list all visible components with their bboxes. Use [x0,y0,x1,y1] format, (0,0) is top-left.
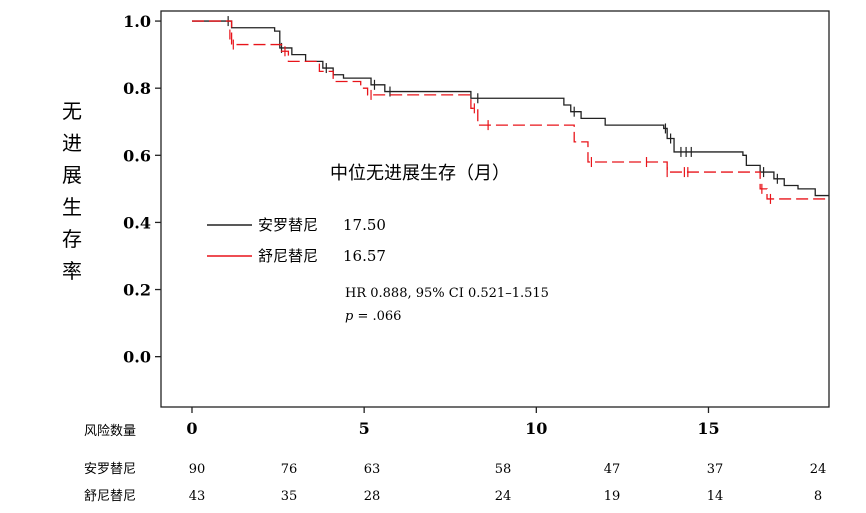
legend-label: 舒尼替尼 [258,247,318,265]
x-tick-label: 5 [359,419,370,438]
y-axis-label-char: 存 [62,227,82,251]
y-axis-label-char: 进 [62,131,82,155]
y-axis-label-char: 率 [62,259,82,283]
risk-count: 76 [281,462,298,477]
risk-table-title: 风险数量 [84,424,136,439]
risk-row-label: 安罗替尼 [84,462,136,477]
risk-row-label: 舒尼替尼 [84,489,136,504]
survival-curve [191,20,829,200]
series-0 [191,16,829,197]
risk-count: 24 [495,489,512,504]
risk-count: 37 [707,462,724,477]
risk-count: 47 [604,462,621,477]
risk-count: 14 [707,489,724,504]
series-1 [191,20,829,204]
y-tick-label: 0.8 [123,79,151,98]
y-tick-label: 1.0 [123,12,151,31]
risk-count: 58 [495,462,512,477]
y-tick-label: 0.6 [123,146,151,165]
x-tick-label: 15 [697,419,719,438]
x-tick-label: 10 [525,419,547,438]
y-axis-label-char: 生 [62,195,82,219]
risk-count: 19 [604,489,621,504]
p-symbol: p [345,309,354,324]
survival-curve [191,20,829,197]
y-axis-label-char: 无 [62,99,82,123]
hazard-ratio-text: HR 0.888, 95% CI 0.521–1.515 [345,286,549,301]
risk-count: 35 [281,489,298,504]
risk-count: 90 [189,462,206,477]
p-value: = .066 [353,309,401,324]
risk-count: 8 [814,489,822,504]
legend-label: 安罗替尼 [258,216,318,234]
y-tick-label: 0.2 [123,281,151,300]
risk-count: 24 [810,462,827,477]
risk-count: 43 [189,489,206,504]
risk-count: 63 [364,462,381,477]
y-tick-label: 0.0 [123,348,151,367]
y-tick-label: 0.4 [123,213,151,232]
legend-median: 16.57 [343,247,386,265]
x-tick-label: 0 [186,419,197,438]
median-title: 中位无进展生存（月） [330,163,510,184]
y-axis-label-char: 展 [62,163,82,187]
legend-median: 17.50 [343,216,386,234]
plot-frame [160,10,830,408]
p-value-text: p = .066 [345,309,401,324]
risk-count: 28 [364,489,381,504]
